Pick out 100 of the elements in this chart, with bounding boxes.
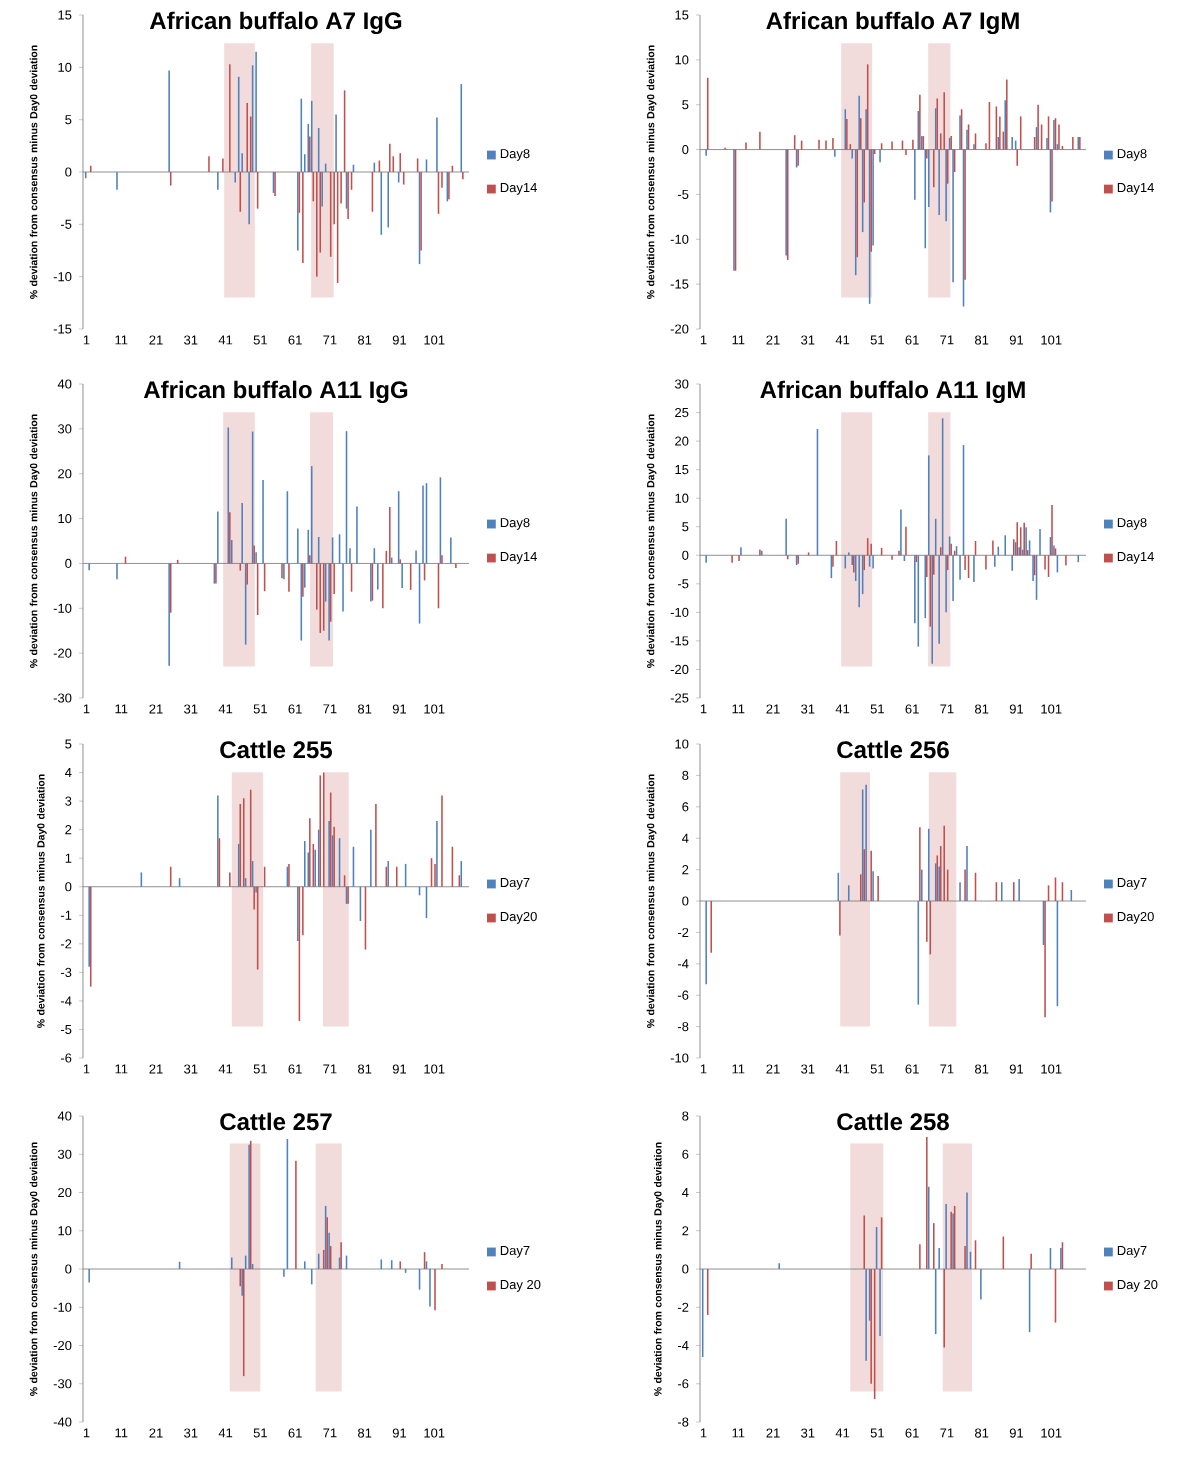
y-tick-label: 20 [58,1187,72,1198]
y-tick-label: -25 [670,693,689,703]
x-tick-label: 1 [83,335,90,345]
y-tick-label: -5 [677,189,689,199]
x-tick-label: 31 [801,1064,815,1074]
x-tick-label: 61 [288,335,302,345]
y-tick-label: -6 [677,990,689,1000]
y-tick-label: -10 [53,272,72,282]
x-tick-label: 31 [801,335,815,345]
y-tick-label: -2 [677,927,689,937]
y-tick-label: 0 [65,167,72,177]
x-tick-label: 1 [83,704,90,714]
x-tick-label: 21 [149,1428,163,1438]
y-tick-label: 0 [682,896,689,906]
y-tick-label: 1 [65,853,72,863]
y-axis-title: % deviation from consensus minus Day0 deviation [653,1142,664,1396]
y-tick-label: -15 [670,636,689,646]
y-tick-label: 6 [682,802,689,812]
x-tick-label: 61 [905,335,919,345]
y-tick-label: 30 [674,379,689,389]
x-tick-label: 51 [253,704,267,714]
x-tick-label: 101 [424,335,445,345]
y-axis-title: % deviation from consensus minus Day0 deviation [36,774,47,1028]
x-tick-label: 101 [1041,1428,1062,1438]
y-tick-label: 15 [58,10,72,20]
x-tick-label: 31 [184,335,198,345]
legend-label: Day7 [500,878,530,890]
chart-title: African buffalo A7 IgM [766,11,1019,35]
x-tick-label: 11 [115,1064,128,1074]
x-tick-label: 91 [392,335,407,345]
y-tick-label: -6 [677,1379,689,1389]
legend-label: Day7 [500,1246,530,1258]
x-tick-label: 71 [940,1064,954,1074]
x-tick-label: 41 [835,335,850,345]
x-tick-label: 21 [766,335,780,345]
x-tick-label: 81 [975,1428,989,1438]
x-tick-label: 21 [149,335,163,345]
y-tick-label: 2 [682,1226,689,1236]
y-tick-label: -20 [53,648,72,658]
y-tick-label: -10 [670,234,689,244]
chart-title: Cattle 256 [837,740,949,759]
x-tick-label: 71 [323,704,337,714]
y-tick-label: -5 [60,1024,72,1035]
x-tick-label: 101 [424,1064,445,1074]
chart-title: Cattle 255 [220,740,332,759]
x-tick-label: 91 [392,704,407,714]
legend-label: Day14 [1117,552,1154,564]
y-tick-label: 6 [682,1149,689,1159]
y-tick-label: 5 [682,100,689,110]
x-tick-label: 1 [700,1064,707,1074]
y-tick-label: 10 [58,62,72,72]
x-tick-label: 41 [218,704,233,714]
x-tick-label: 51 [253,1064,267,1074]
y-tick-label: 5 [65,115,72,125]
y-tick-label: -30 [53,693,72,703]
x-tick-label: 11 [115,704,128,714]
y-tick-label: 0 [682,1264,689,1274]
x-tick-label: 31 [801,704,815,714]
y-axis-title: % deviation from consensus minus Day0 deviation [646,774,657,1028]
x-tick-label: 61 [905,1064,919,1074]
legend-label: Day7 [1117,1246,1147,1258]
y-tick-label: -4 [677,959,689,969]
x-tick-label: 81 [358,704,372,714]
x-tick-label: 11 [732,335,745,345]
y-tick-label: -20 [670,664,689,675]
y-tick-label: -10 [53,1302,72,1312]
y-tick-label: 4 [682,833,689,843]
x-tick-label: 31 [184,1064,198,1074]
x-tick-label: 1 [700,704,707,714]
x-tick-label: 21 [766,704,780,714]
y-tick-label: 8 [682,1111,689,1121]
x-tick-label: 31 [801,1428,815,1438]
legend-label: Day14 [1117,183,1154,195]
chart-title: Cattle 257 [220,1112,332,1131]
y-tick-label: -3 [60,967,72,977]
x-tick-label: 81 [358,1428,372,1438]
x-tick-label: 61 [288,1064,302,1074]
x-tick-label: 11 [115,335,128,345]
y-tick-label: -4 [677,1341,689,1350]
x-tick-label: 1 [83,1428,90,1438]
legend-label: Day14 [500,552,537,564]
x-tick-label: 71 [940,1428,954,1438]
x-tick-label: 51 [253,1428,267,1438]
y-tick-label: 2 [682,865,689,875]
x-tick-label: 91 [1009,1428,1024,1438]
x-tick-label: 71 [323,1064,337,1074]
y-tick-label: 30 [57,424,72,434]
x-tick-label: 101 [1041,1064,1062,1074]
legend-label: Day20 [1117,911,1154,924]
y-tick-label: 20 [675,436,689,446]
y-tick-label: -1 [60,910,72,920]
y-tick-label: 4 [65,768,72,778]
x-tick-label: 51 [253,335,267,345]
y-axis-title: % deviation from consensus minus Day0 deviation [646,414,657,668]
x-tick-label: 81 [358,1064,372,1074]
x-tick-label: 91 [392,1064,407,1074]
x-tick-label: 11 [732,704,745,714]
y-tick-label: -15 [670,279,689,289]
y-tick-label: 10 [675,55,689,65]
x-tick-label: 11 [115,1428,128,1438]
